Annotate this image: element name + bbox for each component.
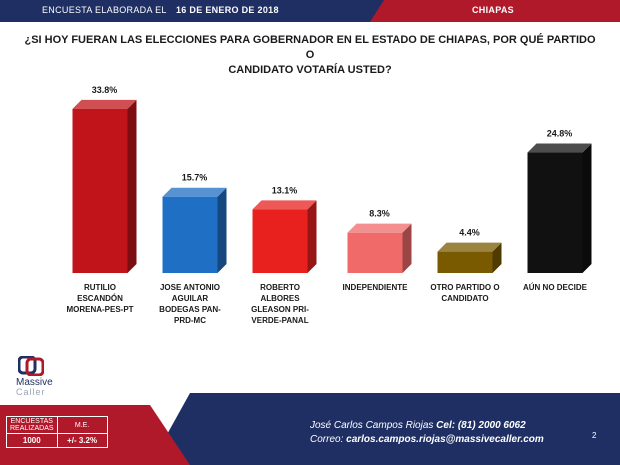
header-accent — [370, 0, 620, 22]
bar-6 — [527, 152, 583, 273]
bar-3-side — [307, 200, 317, 273]
bar-3-top — [252, 200, 317, 210]
bar-3-category-label: ROBERTO ALBORES GLEASON PRI- VERDE-PANAL — [251, 283, 309, 325]
contact-line-1: José Carlos Campos Riojas Cel: (81) 2000… — [310, 419, 544, 433]
bar-3-category-line: VERDE-PANAL — [251, 316, 308, 325]
bar-1-category-label: RUTILIO ESCANDÓN MORENA-PES-PT — [66, 283, 133, 314]
bar-5-top — [437, 242, 502, 252]
bar-5-value-label: 4.4% — [459, 228, 480, 238]
survey-question: ¿SI HOY FUERAN LAS ELECCIONES PARA GOBER… — [20, 33, 600, 78]
bar-2 — [162, 196, 218, 273]
bar-6-top — [527, 143, 592, 153]
bar-6-category-label: AÚN NO DECIDE — [523, 283, 588, 292]
bar-2-value-label: 15.7% — [182, 173, 208, 183]
bar-5-category-label: OTRO PARTIDO O CANDIDATO — [430, 283, 499, 303]
bar-5-side — [492, 242, 502, 273]
bar-2-category-label: JOSE ANTONIO AGUILAR BODEGAS PAN- PRD-MC — [159, 283, 221, 325]
bar-1 — [72, 108, 128, 273]
bar-5 — [437, 251, 493, 273]
survey-stats-table: ENCUESTAS REALIZADAS M.E. 1000 +/- 3.2% — [6, 416, 108, 448]
state-name: CHIAPAS — [472, 5, 514, 15]
contact-email-label: Correo: — [310, 434, 344, 445]
logo-text-line-1: Massive — [16, 377, 53, 388]
bar-3-category-line: GLEASON PRI- — [251, 305, 309, 314]
footer-blue-band — [150, 393, 620, 465]
bar-2-category-line: AGUILAR — [172, 294, 209, 303]
bar-2-top — [162, 187, 227, 197]
bar-2-category-line: PRD-MC — [174, 316, 206, 325]
bar-5-category-line: CANDIDATO — [441, 294, 488, 303]
bar-4-category-line: INDEPENDIENTE — [343, 283, 409, 292]
contact-line-2: Correo: carlos.campos.riojas@massivecall… — [310, 433, 544, 447]
bar-1-category-line: ESCANDÓN — [77, 294, 123, 303]
bar-2-category-line: BODEGAS PAN- — [159, 305, 221, 314]
bar-1-side — [127, 99, 137, 273]
survey-date: 16 DE ENERO DE 2018 — [176, 5, 279, 15]
bar-6-category-line: AÚN NO DECIDE — [523, 283, 588, 292]
bar-4-category-label: INDEPENDIENTE — [343, 283, 409, 292]
contact-email: carlos.campos.riojas@massivecaller.com — [346, 434, 544, 445]
logo-text-line-2: Caller — [16, 387, 46, 397]
stats-value-margin: +/- 3.2% — [56, 433, 108, 448]
massive-caller-logo: Massive Caller — [14, 356, 74, 402]
bar-4 — [347, 232, 403, 273]
survey-question-line-1: ¿SI HOY FUERAN LAS ELECCIONES PARA GOBER… — [24, 34, 596, 61]
bar-2-category-line: JOSE ANTONIO — [160, 283, 220, 292]
bar-6-value-label: 24.8% — [547, 129, 573, 139]
survey-date-prefix: ENCUESTA ELABORADA EL — [42, 5, 167, 15]
footer: ENCUESTAS REALIZADAS M.E. 1000 +/- 3.2% … — [0, 383, 620, 465]
logo-mark-icon — [18, 356, 44, 376]
bar-6-side — [582, 143, 592, 273]
bar-1-category-line: MORENA-PES-PT — [66, 305, 133, 314]
bar-1-value-label: 33.8% — [92, 85, 118, 95]
bar-1-top — [72, 99, 137, 109]
bar-2-side — [217, 187, 227, 273]
stats-value-surveys: 1000 — [6, 433, 58, 448]
bar-4-value-label: 8.3% — [369, 209, 390, 219]
bar-3-category-line: ALBORES — [260, 294, 300, 303]
bar-3 — [252, 209, 308, 273]
bar-4-side — [402, 223, 412, 273]
page-number: 2 — [592, 431, 597, 440]
bar-3-value-label: 13.1% — [272, 185, 298, 195]
stats-header-margin: M.E. — [56, 416, 108, 434]
stats-header-surveys: ENCUESTAS REALIZADAS — [6, 416, 58, 434]
bar-5-category-line: OTRO PARTIDO O — [430, 283, 499, 292]
survey-question-line-2: CANDIDATO VOTARÍA USTED? — [228, 64, 392, 76]
bar-4-top — [347, 223, 412, 233]
bar-1-category-line: RUTILIO — [84, 283, 116, 292]
bar-3-category-line: ROBERTO — [260, 283, 300, 292]
contact-name: José Carlos Campos Riojas — [310, 420, 434, 431]
bar-chart: 33.8% RUTILIO ESCANDÓN MORENA-PES-PT 15.7% JO… — [66, 85, 592, 325]
contact-info: José Carlos Campos Riojas Cel: (81) 2000… — [310, 419, 544, 447]
contact-phone: Cel: (81) 2000 6062 — [436, 420, 526, 431]
